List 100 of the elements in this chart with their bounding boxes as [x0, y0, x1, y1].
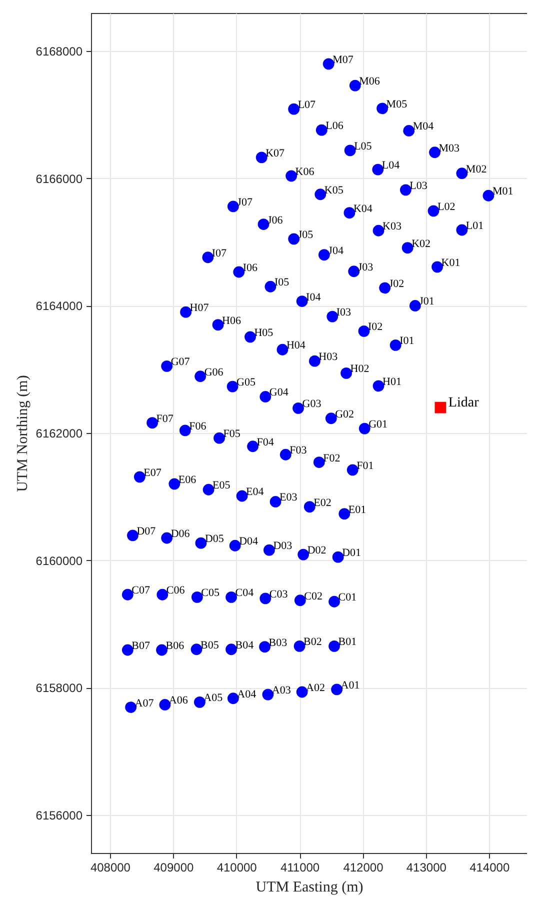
annotation: E02: [314, 496, 332, 509]
y-tick-label: 6168000: [36, 44, 83, 59]
y-tick-label: 6162000: [36, 426, 83, 440]
annotation: H03: [318, 351, 338, 364]
annotation: D06: [170, 528, 190, 540]
annotation: D03: [273, 540, 293, 552]
annotation: A06: [168, 694, 188, 707]
annotation: K01: [441, 256, 460, 269]
annotation: K05: [324, 184, 344, 196]
annotation: H02: [350, 363, 370, 376]
x-tick-label: 409000: [154, 860, 194, 874]
annotation: K03: [382, 220, 402, 233]
annotation: C07: [132, 584, 150, 597]
annotation: H05: [254, 326, 274, 339]
annotation: F02: [323, 452, 340, 464]
y-tick-label: 6164000: [36, 299, 83, 314]
annotation: C06: [166, 584, 186, 597]
annotation: H07: [190, 302, 210, 314]
annotation: C04: [235, 587, 254, 600]
annotation: E04: [246, 486, 264, 498]
annotation: M03: [438, 142, 460, 154]
annotation: A01: [340, 679, 360, 692]
annotation: J02: [388, 278, 404, 290]
x-tick-label: 414000: [470, 860, 510, 874]
annotation: A02: [306, 682, 325, 694]
annotation: G04: [269, 386, 289, 399]
annotation: I07: [212, 247, 228, 260]
y-tick-label: 6166000: [36, 172, 83, 186]
annotation: B04: [235, 639, 254, 652]
annotation: D05: [204, 533, 224, 546]
x-axis-title: UTM Easting (m): [256, 880, 364, 896]
annotation: G02: [335, 408, 354, 420]
annotation: C01: [338, 592, 357, 604]
annotation: C03: [269, 588, 288, 600]
annotation: M01: [492, 186, 514, 198]
annotation: I03: [336, 306, 352, 319]
annotation: D01: [342, 547, 362, 560]
annotation: I06: [242, 262, 258, 274]
annotation: I02: [368, 321, 383, 334]
annotation: K04: [353, 202, 373, 215]
annotation: E01: [348, 504, 366, 516]
series-label: Lidar: [448, 396, 480, 411]
annotation: A05: [204, 692, 224, 704]
annotation: F07: [156, 412, 174, 425]
annotation: B06: [166, 640, 185, 652]
annotation: B02: [304, 636, 322, 648]
annotation: C02: [304, 590, 322, 602]
annotation: L03: [410, 180, 428, 192]
annotation: J03: [358, 261, 374, 274]
annotation: J06: [268, 214, 284, 226]
x-tick-label: 412000: [343, 860, 384, 874]
x-tick-label: 410000: [216, 860, 258, 874]
annotation: H06: [222, 314, 242, 327]
annotation: M06: [359, 76, 380, 88]
y-tick-label: 6160000: [36, 554, 83, 568]
annotation: K07: [266, 147, 286, 160]
annotation: J07: [237, 196, 253, 208]
annotation: L01: [466, 220, 484, 232]
annotation: G03: [302, 398, 322, 410]
annotation: H01: [382, 376, 402, 388]
annotation: E05: [212, 480, 231, 492]
annotation: F05: [223, 428, 241, 440]
annotation: E07: [144, 466, 162, 479]
annotation: B07: [132, 640, 150, 652]
annotation: G05: [236, 376, 256, 389]
annotation: J01: [419, 296, 434, 308]
y-axis-title: UTM Northing (m): [14, 375, 31, 492]
annotation: A03: [272, 684, 292, 697]
annotation: C05: [201, 587, 220, 600]
annotation: I04: [306, 291, 322, 304]
annotation: H04: [286, 340, 306, 352]
annotation: M05: [386, 98, 408, 110]
annotation: B05: [200, 639, 220, 652]
annotation: F04: [256, 436, 274, 448]
annotation: F01: [356, 460, 374, 472]
annotation: L04: [382, 160, 400, 172]
annotation: G07: [170, 356, 190, 368]
y-tick-label: 6158000: [36, 681, 83, 696]
annotation: A07: [134, 697, 154, 710]
annotation: I05: [274, 276, 290, 289]
x-tick-label: 411000: [280, 860, 320, 874]
annotation: G01: [368, 418, 388, 431]
annotation: L02: [437, 200, 456, 213]
annotation: D07: [136, 525, 156, 538]
annotation: L05: [354, 140, 372, 152]
annotation: K06: [295, 166, 315, 178]
annotation: D04: [239, 536, 259, 548]
annotation: L06: [326, 120, 344, 132]
annotation: I01: [400, 335, 414, 348]
annotation: K02: [412, 238, 431, 250]
annotation: F03: [290, 444, 308, 457]
annotation: L07: [298, 99, 316, 112]
annotation: B03: [268, 636, 288, 649]
x-tick-label: 408000: [90, 860, 131, 874]
annotation: G06: [204, 366, 224, 378]
annotation: J04: [328, 244, 344, 257]
annotation: D02: [307, 544, 326, 557]
annotation: E06: [178, 474, 197, 486]
annotation: F06: [189, 420, 207, 432]
x-tick-label: 413000: [406, 860, 447, 874]
